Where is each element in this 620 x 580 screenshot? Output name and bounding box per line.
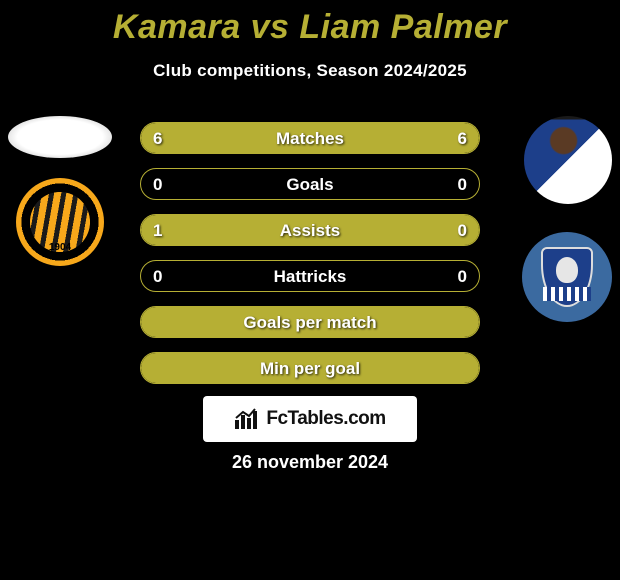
club-crest-left: 1904	[16, 178, 104, 266]
site-name: FcTables.com	[266, 408, 385, 430]
club-crest-right	[522, 232, 612, 322]
stat-row: 00Goals	[140, 168, 480, 200]
stat-row: Goals per match	[140, 306, 480, 338]
chart-icon	[234, 408, 260, 430]
crest-left-year: 1904	[16, 242, 104, 253]
crest-right-graphic	[541, 247, 593, 307]
stat-label: Goals	[141, 169, 479, 200]
player-left-avatar	[8, 116, 112, 158]
stat-row: Min per goal	[140, 352, 480, 384]
stat-label: Matches	[141, 123, 479, 154]
subtitle: Club competitions, Season 2024/2025	[0, 61, 620, 81]
stat-row: 00Hattricks	[140, 260, 480, 292]
stats-container: 66Matches 00Goals 10Assists 00Hattricks Goal…	[140, 122, 480, 398]
stat-label: Hattricks	[141, 261, 479, 292]
player-right-avatar	[524, 116, 612, 204]
stat-label: Goals per match	[141, 307, 479, 338]
stat-row: 66Matches	[140, 122, 480, 154]
snapshot-date: 26 november 2024	[0, 452, 620, 473]
page-title: Kamara vs Liam Palmer	[0, 0, 620, 47]
stat-row: 10Assists	[140, 214, 480, 246]
site-badge: FcTables.com	[203, 396, 417, 442]
stat-label: Assists	[141, 215, 479, 246]
stat-label: Min per goal	[141, 353, 479, 384]
